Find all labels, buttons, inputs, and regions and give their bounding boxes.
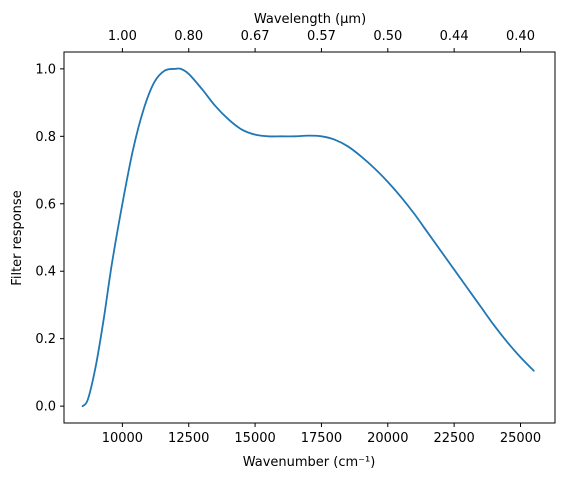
- plot-frame: [63, 51, 556, 424]
- y-tick-label: 1.0: [35, 62, 56, 77]
- top-axis-label: Wavelength (μm): [254, 12, 366, 27]
- top-tick-label: 0.44: [440, 29, 469, 44]
- y-tick-label: 0.8: [35, 130, 56, 145]
- y-tick-label: 0.6: [35, 197, 56, 212]
- series-line-filter-response: [81, 67, 535, 408]
- x-tick-label: 17500: [301, 431, 342, 446]
- x-tick-label: 10000: [102, 431, 143, 446]
- top-tick-label: 0.57: [307, 29, 336, 44]
- left-axis: 0.0 0.2 0.4 0.6 0.8 1.0: [35, 62, 64, 415]
- y-axis-label: Filter response: [10, 190, 25, 285]
- x-tick-label: 20000: [367, 431, 408, 446]
- top-tick-label: 0.67: [241, 29, 270, 44]
- y-tick-label: 0.0: [35, 400, 56, 415]
- top-tick-label: 1.00: [108, 29, 137, 44]
- top-tick-label: 0.50: [373, 29, 402, 44]
- x-tick-label: 12500: [168, 431, 209, 446]
- y-tick-label: 0.2: [35, 332, 56, 347]
- x-tick-label: 22500: [433, 431, 474, 446]
- x-tick-label: 15000: [234, 431, 275, 446]
- bottom-axis: 10000 12500 15000 17500 20000 22500 25000: [102, 423, 541, 446]
- plot-area: [81, 67, 535, 408]
- x-tick-label: 25000: [500, 431, 541, 446]
- top-axis: 1.00 0.80 0.67 0.57 0.50 0.44 0.40: [108, 29, 535, 52]
- y-tick-label: 0.4: [35, 265, 56, 280]
- top-tick-label: 0.40: [506, 29, 535, 44]
- x-axis-label: Wavenumber (cm⁻¹): [243, 455, 376, 470]
- top-tick-label: 0.80: [174, 29, 203, 44]
